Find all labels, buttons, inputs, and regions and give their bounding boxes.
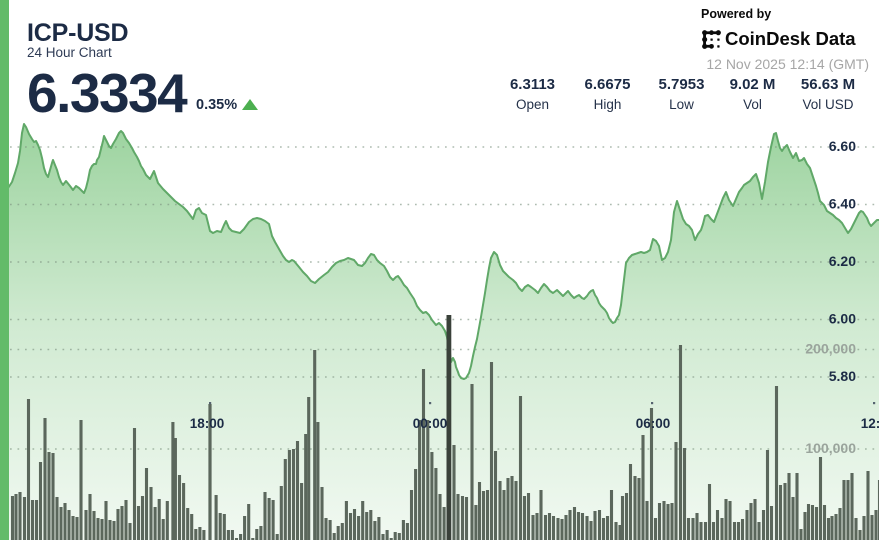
svg-text:06:00: 06:00 [636,416,671,431]
svg-text:200,000: 200,000 [805,341,856,357]
svg-text:6.20: 6.20 [829,253,856,269]
svg-text:6.40: 6.40 [829,196,856,212]
svg-text:6.60: 6.60 [829,138,856,154]
svg-text:5.80: 5.80 [829,368,856,384]
svg-text:18:00: 18:00 [190,416,225,431]
svg-text:12:00: 12:00 [861,416,879,431]
svg-text:100,000: 100,000 [805,440,856,456]
svg-text:00:00: 00:00 [413,416,448,431]
svg-text:6.00: 6.00 [829,311,856,327]
